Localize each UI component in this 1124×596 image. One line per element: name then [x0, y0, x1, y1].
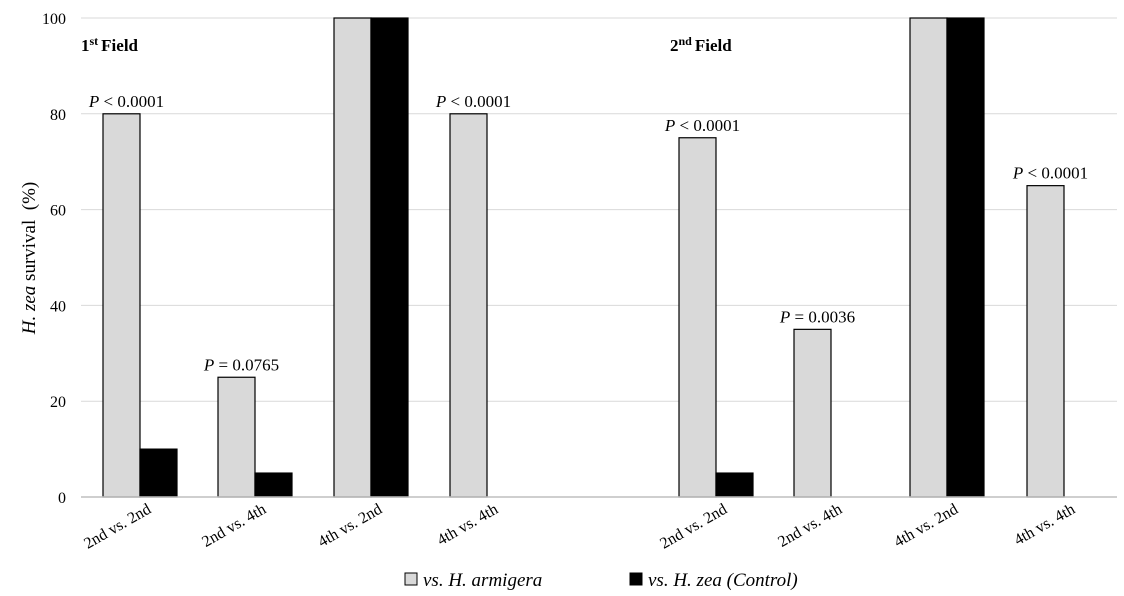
legend-swatch — [404, 572, 418, 586]
p-symbol: P — [779, 307, 790, 326]
bar — [254, 472, 293, 498]
category-label: 2nd vs. 4th — [199, 501, 269, 551]
p-value-text: < 0.0001 — [675, 116, 740, 135]
p-value-text: = 0.0036 — [790, 307, 855, 326]
bar — [946, 17, 985, 498]
p-symbol: P — [664, 116, 675, 135]
y-axis-ticks: 0 20 40 60 80 100 — [42, 11, 66, 507]
category-label: 2nd vs. 2nd — [657, 501, 730, 553]
category-labels: 2nd vs. 2nd 2nd vs. 4th 4th vs. 2nd 4th vs.… — [81, 501, 1078, 553]
p-symbol: P — [203, 355, 214, 374]
bar — [139, 448, 178, 498]
y-tick-label: 80 — [50, 107, 66, 124]
p-symbol: P — [1012, 164, 1023, 183]
p-value-label: P < 0.0001 — [435, 92, 511, 111]
p-value-label: P = 0.0765 — [203, 355, 279, 374]
category-label: 4th vs. 2nd — [315, 501, 385, 551]
p-value-text: < 0.0001 — [446, 92, 511, 111]
legend-swatch — [629, 572, 643, 586]
field-label: 2nd Field — [670, 34, 732, 55]
bar — [909, 17, 948, 498]
p-value-label: P < 0.0001 — [88, 92, 164, 111]
p-value-text: = 0.0765 — [214, 355, 279, 374]
legend-label: vs. H. armigera — [423, 570, 542, 591]
y-axis-label: H. zea survival (%) — [19, 182, 40, 336]
bars — [102, 17, 1065, 498]
bar — [370, 17, 409, 498]
category-label: 2nd vs. 4th — [775, 501, 845, 551]
bar — [793, 328, 832, 498]
category-label: 4th vs. 4th — [434, 501, 501, 549]
y-tick-label: 20 — [50, 394, 66, 411]
p-value-text: < 0.0001 — [1023, 164, 1088, 183]
y-tick-label: 60 — [50, 203, 66, 220]
bar — [1026, 185, 1065, 498]
category-label: 4th vs. 2nd — [891, 501, 961, 551]
field-labels: 1st Field 2nd Field — [81, 34, 732, 55]
legend: vs. H. armigera vs. H. zea (Control) — [404, 570, 798, 591]
y-tick-label: 40 — [50, 298, 66, 315]
p-value-text: < 0.0001 — [99, 92, 164, 111]
y-tick-label: 100 — [42, 11, 66, 28]
bar — [449, 113, 488, 498]
p-symbol: P — [435, 92, 446, 111]
field-label: 1st Field — [81, 34, 139, 55]
p-symbol: P — [88, 92, 99, 111]
category-label: 2nd vs. 2nd — [81, 501, 154, 553]
bar — [102, 113, 141, 498]
p-value-label: P = 0.0036 — [779, 307, 855, 326]
p-value-label: P < 0.0001 — [664, 116, 740, 135]
legend-label: vs. H. zea (Control) — [648, 570, 798, 591]
bar — [217, 376, 256, 498]
bar — [678, 137, 717, 498]
category-label: 4th vs. 4th — [1011, 501, 1078, 549]
bar — [333, 17, 372, 498]
y-tick-label: 0 — [58, 490, 66, 507]
p-value-label: P < 0.0001 — [1012, 164, 1088, 183]
bar — [715, 472, 754, 498]
